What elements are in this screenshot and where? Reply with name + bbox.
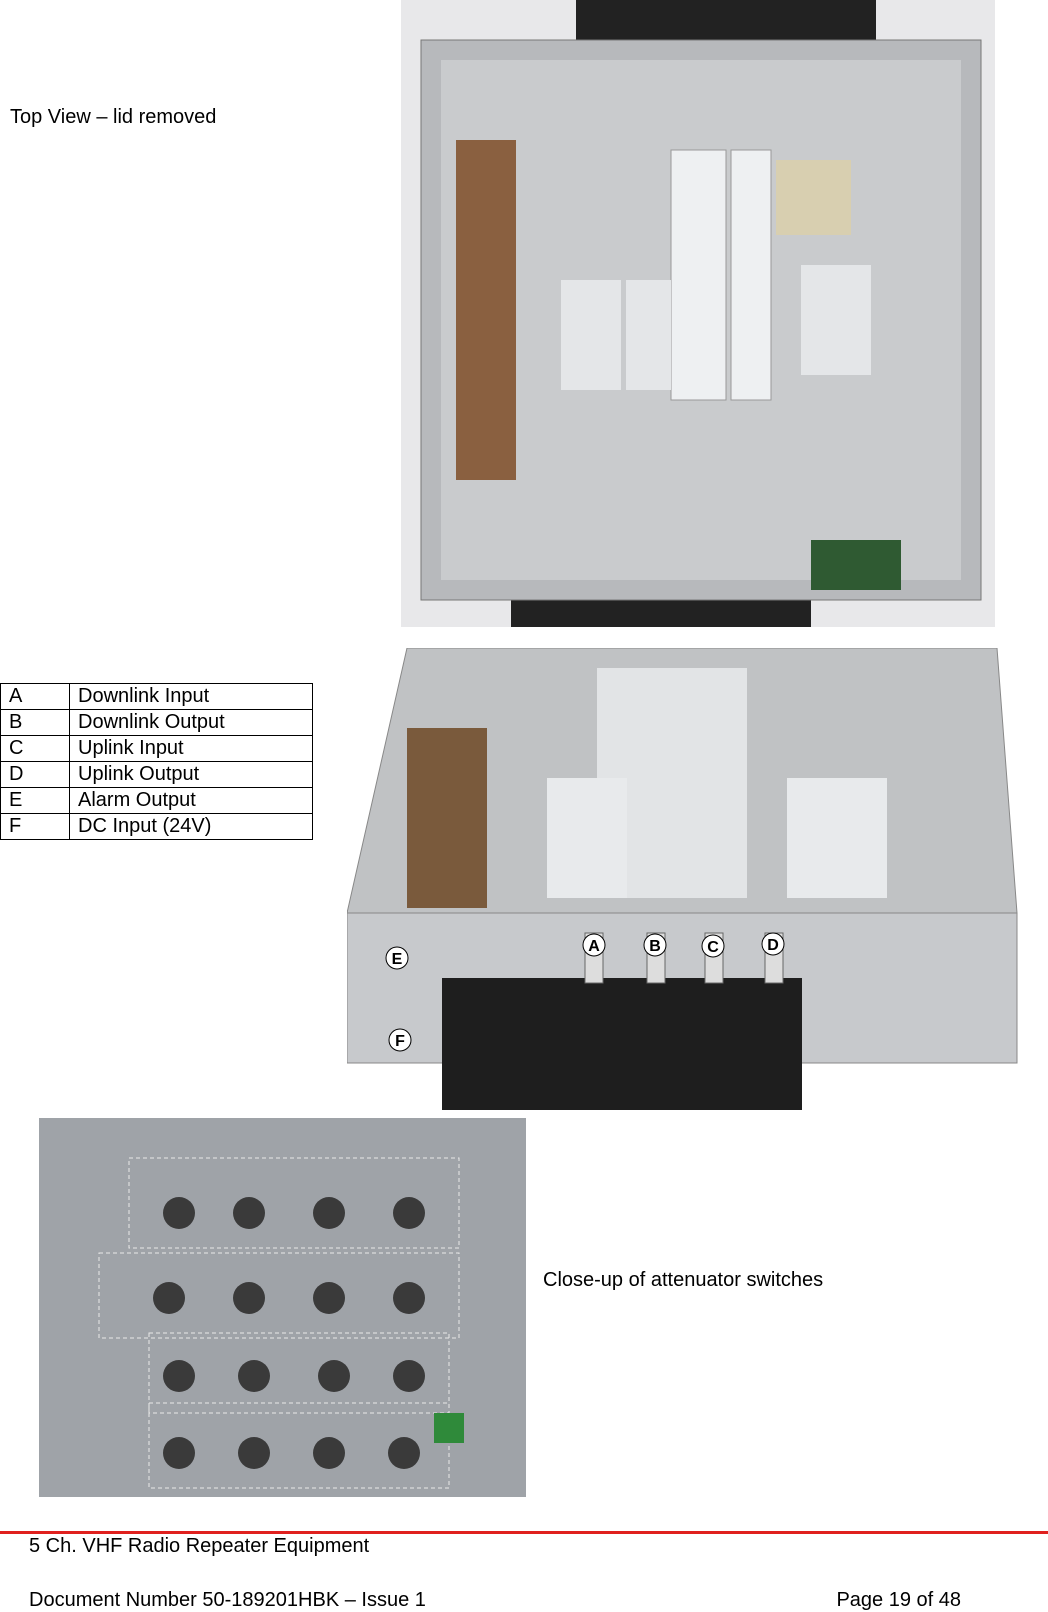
callout-letter: C <box>707 939 719 956</box>
connector-letter: B <box>0 709 70 736</box>
open-unit-photo: A B C D E F <box>347 648 1026 1110</box>
connector-name: Alarm Output <box>69 787 313 814</box>
connector-letter: F <box>0 813 70 840</box>
connector-name: Downlink Input <box>69 683 313 710</box>
connector-letter: D <box>0 761 70 788</box>
callout-marker <box>582 933 606 957</box>
callout-letter: B <box>649 938 661 955</box>
caption: Close-up of attenuator switches <box>543 1269 824 1291</box>
callout-marker <box>701 934 725 958</box>
callout-marker <box>761 932 785 956</box>
connector-name: DC Input (24V) <box>69 813 313 840</box>
footer-rule <box>0 1531 1048 1534</box>
connector-letter: C <box>0 735 70 762</box>
callout-letter: A <box>588 938 600 955</box>
table-row: E Alarm Output <box>0 787 313 814</box>
connector-name: Uplink Input <box>69 735 313 762</box>
table-row: C Uplink Input <box>0 735 313 762</box>
callout-letter: F <box>395 1033 405 1050</box>
attenuator-photo <box>39 1118 526 1497</box>
connector-name: Uplink Output <box>69 761 313 788</box>
connector-letter: A <box>0 683 70 710</box>
footer-title: 5 Ch. VHF Radio Repeater Equipment <box>29 1535 370 1557</box>
table-row: F DC Input (24V) <box>0 813 313 840</box>
footer-document: Document Number 50-189201HBK – Issue 1 <box>29 1589 426 1611</box>
table-row: B Downlink Output <box>0 709 313 736</box>
table-row: D Uplink Output <box>0 761 313 788</box>
callout-marker <box>385 946 409 970</box>
callout-marker <box>643 933 667 957</box>
callout-letter: D <box>767 937 779 954</box>
caption: Top View – lid removed <box>10 106 217 128</box>
connector-name: Downlink Output <box>69 709 313 736</box>
table-row: A Downlink Input <box>0 683 313 710</box>
footer-page: Page 19 of 48 <box>836 1589 961 1611</box>
connector-table: A Downlink Input B Downlink Output C Uplink I… <box>0 683 313 840</box>
callout-letter: E <box>392 951 403 968</box>
top-view-photo <box>401 0 995 627</box>
connector-letter: E <box>0 787 70 814</box>
callout-marker <box>388 1028 412 1052</box>
